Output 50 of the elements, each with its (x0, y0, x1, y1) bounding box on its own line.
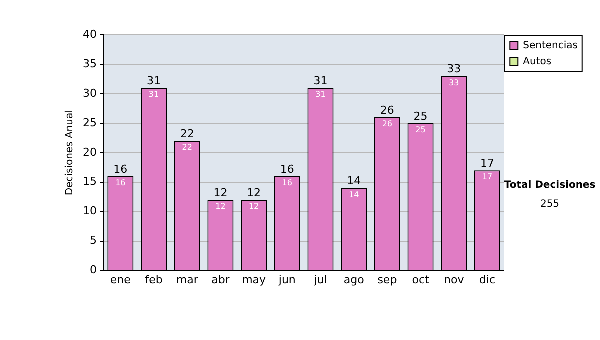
y-tick-label: 0 (90, 264, 97, 277)
y-tick-label: 30 (82, 86, 97, 100)
data-label: 22 (182, 143, 192, 152)
text: 255 (539, 199, 561, 210)
total-label: 16 (280, 162, 294, 176)
total-label: 25 (414, 110, 428, 123)
data-label: 31 (148, 90, 160, 100)
data-label: 12 (216, 202, 226, 212)
total-label: 16 (114, 162, 128, 176)
x-tick-label: abr (212, 273, 230, 286)
data-label: 26 (382, 120, 393, 129)
data-label: 25 (416, 126, 426, 135)
data-label: 16 (282, 178, 292, 188)
x-tick-label: sep (378, 273, 398, 286)
total-label: 22 (180, 127, 194, 140)
total-label: 17 (480, 156, 494, 170)
x-tick-label: jul (313, 273, 328, 286)
data-label: 14 (348, 190, 360, 200)
x-tick-label: ene (110, 273, 132, 286)
data-label: 33 (449, 78, 460, 88)
y-tick-label: 10 (82, 204, 97, 218)
y-tick-label: 15 (82, 175, 97, 188)
total-label: 31 (314, 74, 328, 88)
x-tick-label: nov (444, 273, 465, 286)
x-tick-label: mar (176, 273, 199, 286)
total-label: 12 (214, 186, 228, 200)
y-tick-label: 40 (82, 28, 97, 41)
y-tick-label: 20 (82, 146, 97, 159)
data-label: 31 (316, 90, 326, 100)
y-tick-label: 35 (82, 57, 97, 70)
total-label: 12 (247, 186, 262, 200)
x-tick-label: feb (145, 273, 163, 286)
x-tick-label: may (242, 273, 267, 286)
x-tick-label: oct (412, 273, 430, 286)
total-label: 31 (147, 74, 162, 88)
total-label: 14 (347, 174, 362, 188)
legend-label: Sentencias (523, 40, 578, 52)
y-axis-title: Decisiones Anual (64, 110, 76, 196)
y-tick-label: 5 (90, 234, 97, 248)
text: Total Decisiones (503, 180, 597, 191)
data-label: 17 (482, 172, 493, 182)
x-tick-label: jun (278, 273, 296, 286)
legend-label: Autos (523, 56, 552, 68)
x-tick-label: dic (479, 273, 496, 286)
y-tick-label: 25 (82, 116, 97, 130)
data-label: 16 (116, 178, 126, 188)
total-label: 33 (447, 62, 462, 76)
x-tick-label: ago (344, 273, 365, 286)
data-label: 12 (248, 202, 260, 212)
total-label: 26 (380, 104, 394, 117)
